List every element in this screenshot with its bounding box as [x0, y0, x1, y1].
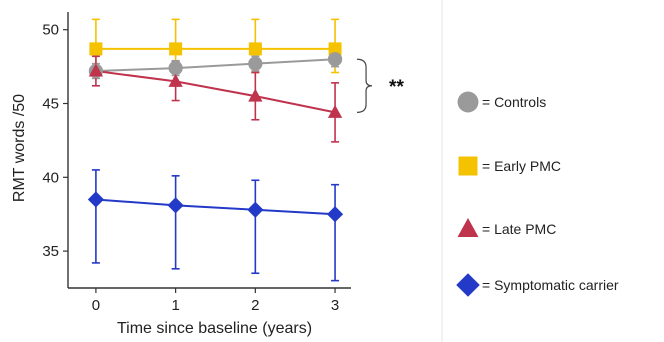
legend: = Controls = Early PMC = Late PMC = Symptom…: [441, 0, 619, 342]
controls-point: [168, 60, 183, 76]
x-tick-label: 3: [331, 297, 339, 314]
early-pmc-point: [169, 42, 183, 56]
y-tick-label: 45: [42, 96, 59, 113]
late-pmc-point: [327, 104, 343, 118]
legend-symptomatic-carrier-label: = Symptomatic carrier: [482, 277, 619, 293]
early-pmc-point: [328, 42, 342, 56]
legend-early-pmc-swatch: [458, 156, 478, 176]
y-tick-label: 40: [42, 169, 59, 186]
x-tick-label: 2: [251, 297, 259, 314]
significance-label: **: [389, 77, 404, 98]
axes: 35 40 45 50 0 1 2 3 Time since baseline (years) R…: [11, 12, 351, 337]
controls-point: [248, 56, 263, 71]
late-pmc-point: [168, 73, 183, 87]
symptomatic-carrier-point: [87, 191, 104, 208]
y-tick-label: 35: [42, 243, 59, 260]
late-pmc-line: [95, 70, 336, 114]
legend-controls-swatch: [457, 91, 479, 113]
early-pmc-point: [89, 42, 103, 56]
late-pmc-point: [88, 63, 104, 77]
legend-controls-label: = Controls: [482, 94, 546, 110]
significance-bracket: [357, 58, 373, 113]
x-axis-title: Time since baseline (years): [117, 320, 312, 337]
symptomatic-carrier-point: [326, 206, 344, 223]
legend-late-pmc-swatch: [457, 217, 479, 237]
significance-annotation: **: [357, 58, 404, 113]
legend-late-pmc-label: = Late PMC: [482, 221, 556, 237]
legend-early-pmc-label: = Early PMC: [482, 158, 561, 174]
y-tick-label: 50: [42, 22, 59, 39]
x-tick-label: 1: [171, 297, 179, 314]
late-pmc-point: [248, 88, 263, 102]
controls-line: [95, 58, 336, 73]
early-pmc-point: [248, 42, 262, 56]
controls-point: [327, 52, 343, 67]
error-bars: [91, 18, 340, 282]
symptomatic-carrier-point: [247, 201, 264, 218]
legend-symptomatic-carrier-swatch: [456, 273, 480, 297]
series-lines: [95, 47, 336, 216]
x-tick-label: 0: [92, 297, 100, 314]
symptomatic-carrier-line: [95, 198, 336, 216]
data-markers: [87, 42, 344, 223]
y-axis-title: RMT words /50: [11, 94, 28, 202]
symptomatic-carrier-point: [167, 197, 184, 214]
